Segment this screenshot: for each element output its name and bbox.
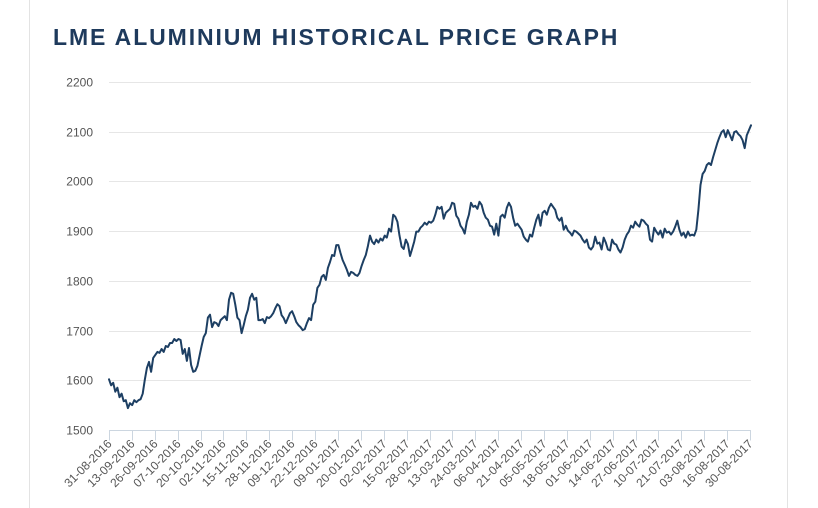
y-tick-label: 2100 [66,126,93,140]
y-tick-label: 1800 [66,275,93,289]
page-title: LME ALUMINIUM HISTORICAL PRICE GRAPH [53,24,620,50]
y-axis-labels: 1500 1600 1700 1800 1900 2000 2100 2200 [66,76,93,438]
y-tick-label: 1500 [66,424,93,438]
y-tick-label: 2200 [66,76,93,90]
series-line-0 [108,124,752,410]
x-axis: 31-08-201613-09-201626-09-201607-10-2016… [61,430,756,490]
chart-card [29,0,788,508]
y-tick-label: 1700 [66,325,93,339]
y-tick-label: 2000 [66,175,93,189]
gridlines [109,82,751,381]
y-tick-label: 1600 [66,374,93,388]
y-tick-label: 1900 [66,225,93,239]
series-layer [108,124,752,410]
